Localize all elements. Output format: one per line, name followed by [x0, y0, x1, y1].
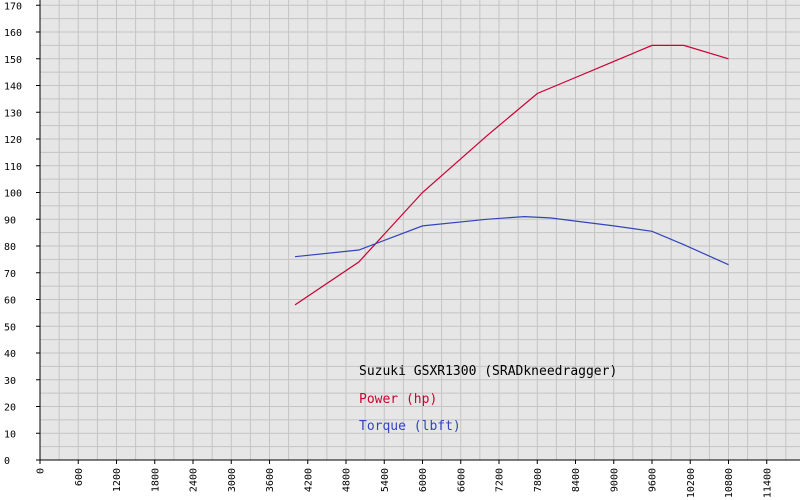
x-tick-label: 4800 — [342, 468, 353, 492]
y-tick-label: 100 — [4, 189, 22, 200]
x-tick-label: 6600 — [456, 468, 467, 492]
x-tick-label: 2400 — [189, 468, 200, 492]
x-tick-label: 1800 — [150, 468, 161, 492]
y-tick-label: 140 — [4, 82, 22, 93]
x-tick-label: 600 — [74, 468, 85, 486]
legend: Suzuki GSXR1300 (SRADkneedragger) Power … — [359, 364, 617, 434]
legend-power: Power (hp) — [359, 392, 437, 407]
torque-line — [294, 215, 729, 266]
y-tick-label: 120 — [4, 135, 22, 146]
x-tick-label: 5400 — [380, 468, 391, 492]
y-tick-label: 10 — [4, 429, 16, 440]
y-tick-label: 90 — [4, 215, 16, 226]
x-tick-labels: 0 600 1200 1800 2400 3000 3600 4200 4800 5400 6000… — [36, 460, 773, 498]
x-tick-label: 3000 — [227, 468, 238, 492]
x-tick-label: 8400 — [571, 468, 582, 492]
chart-title: Suzuki GSXR1300 (SRADkneedragger) — [359, 364, 617, 379]
series-lines — [294, 44, 729, 306]
x-tick-label: 10200 — [686, 468, 697, 498]
x-tick-label: 3600 — [265, 468, 276, 492]
y-tick-label: 80 — [4, 242, 16, 253]
y-tick-label: 20 — [4, 403, 16, 414]
x-tick-label: 11400 — [762, 468, 773, 498]
x-tick-label: 0 — [36, 468, 47, 474]
y-tick-label: 70 — [4, 269, 16, 280]
x-tick-label: 6000 — [418, 468, 429, 492]
y-tick-label: 160 — [4, 28, 22, 39]
x-tick-label: 10800 — [724, 468, 735, 498]
x-tick-label: 4200 — [303, 468, 314, 492]
y-tick-label: 130 — [4, 108, 22, 119]
y-tick-labels: 0 10 20 30 40 50 60 70 80 90 100 110 120 130 140 150 160… — [4, 1, 40, 467]
plot-background — [40, 0, 800, 460]
y-tick-label: 50 — [4, 322, 16, 333]
y-tick-label: 0 — [4, 456, 10, 467]
x-tick-label: 9000 — [609, 468, 620, 492]
y-tick-label: 60 — [4, 296, 16, 307]
y-tick-label: 170 — [4, 1, 22, 12]
y-tick-label: 150 — [4, 55, 22, 66]
power-line — [294, 44, 729, 306]
legend-torque: Torque (lbft) — [359, 419, 461, 434]
axes — [39, 0, 800, 461]
x-tick-label: 7800 — [533, 468, 544, 492]
x-tick-label: 7200 — [495, 468, 506, 492]
x-tick-label: 1200 — [112, 468, 123, 492]
y-tick-label: 110 — [4, 162, 22, 173]
y-tick-label: 40 — [4, 349, 16, 360]
x-tick-label: 9600 — [648, 468, 659, 492]
grid-lines — [40, 0, 800, 460]
y-tick-label: 30 — [4, 376, 16, 387]
